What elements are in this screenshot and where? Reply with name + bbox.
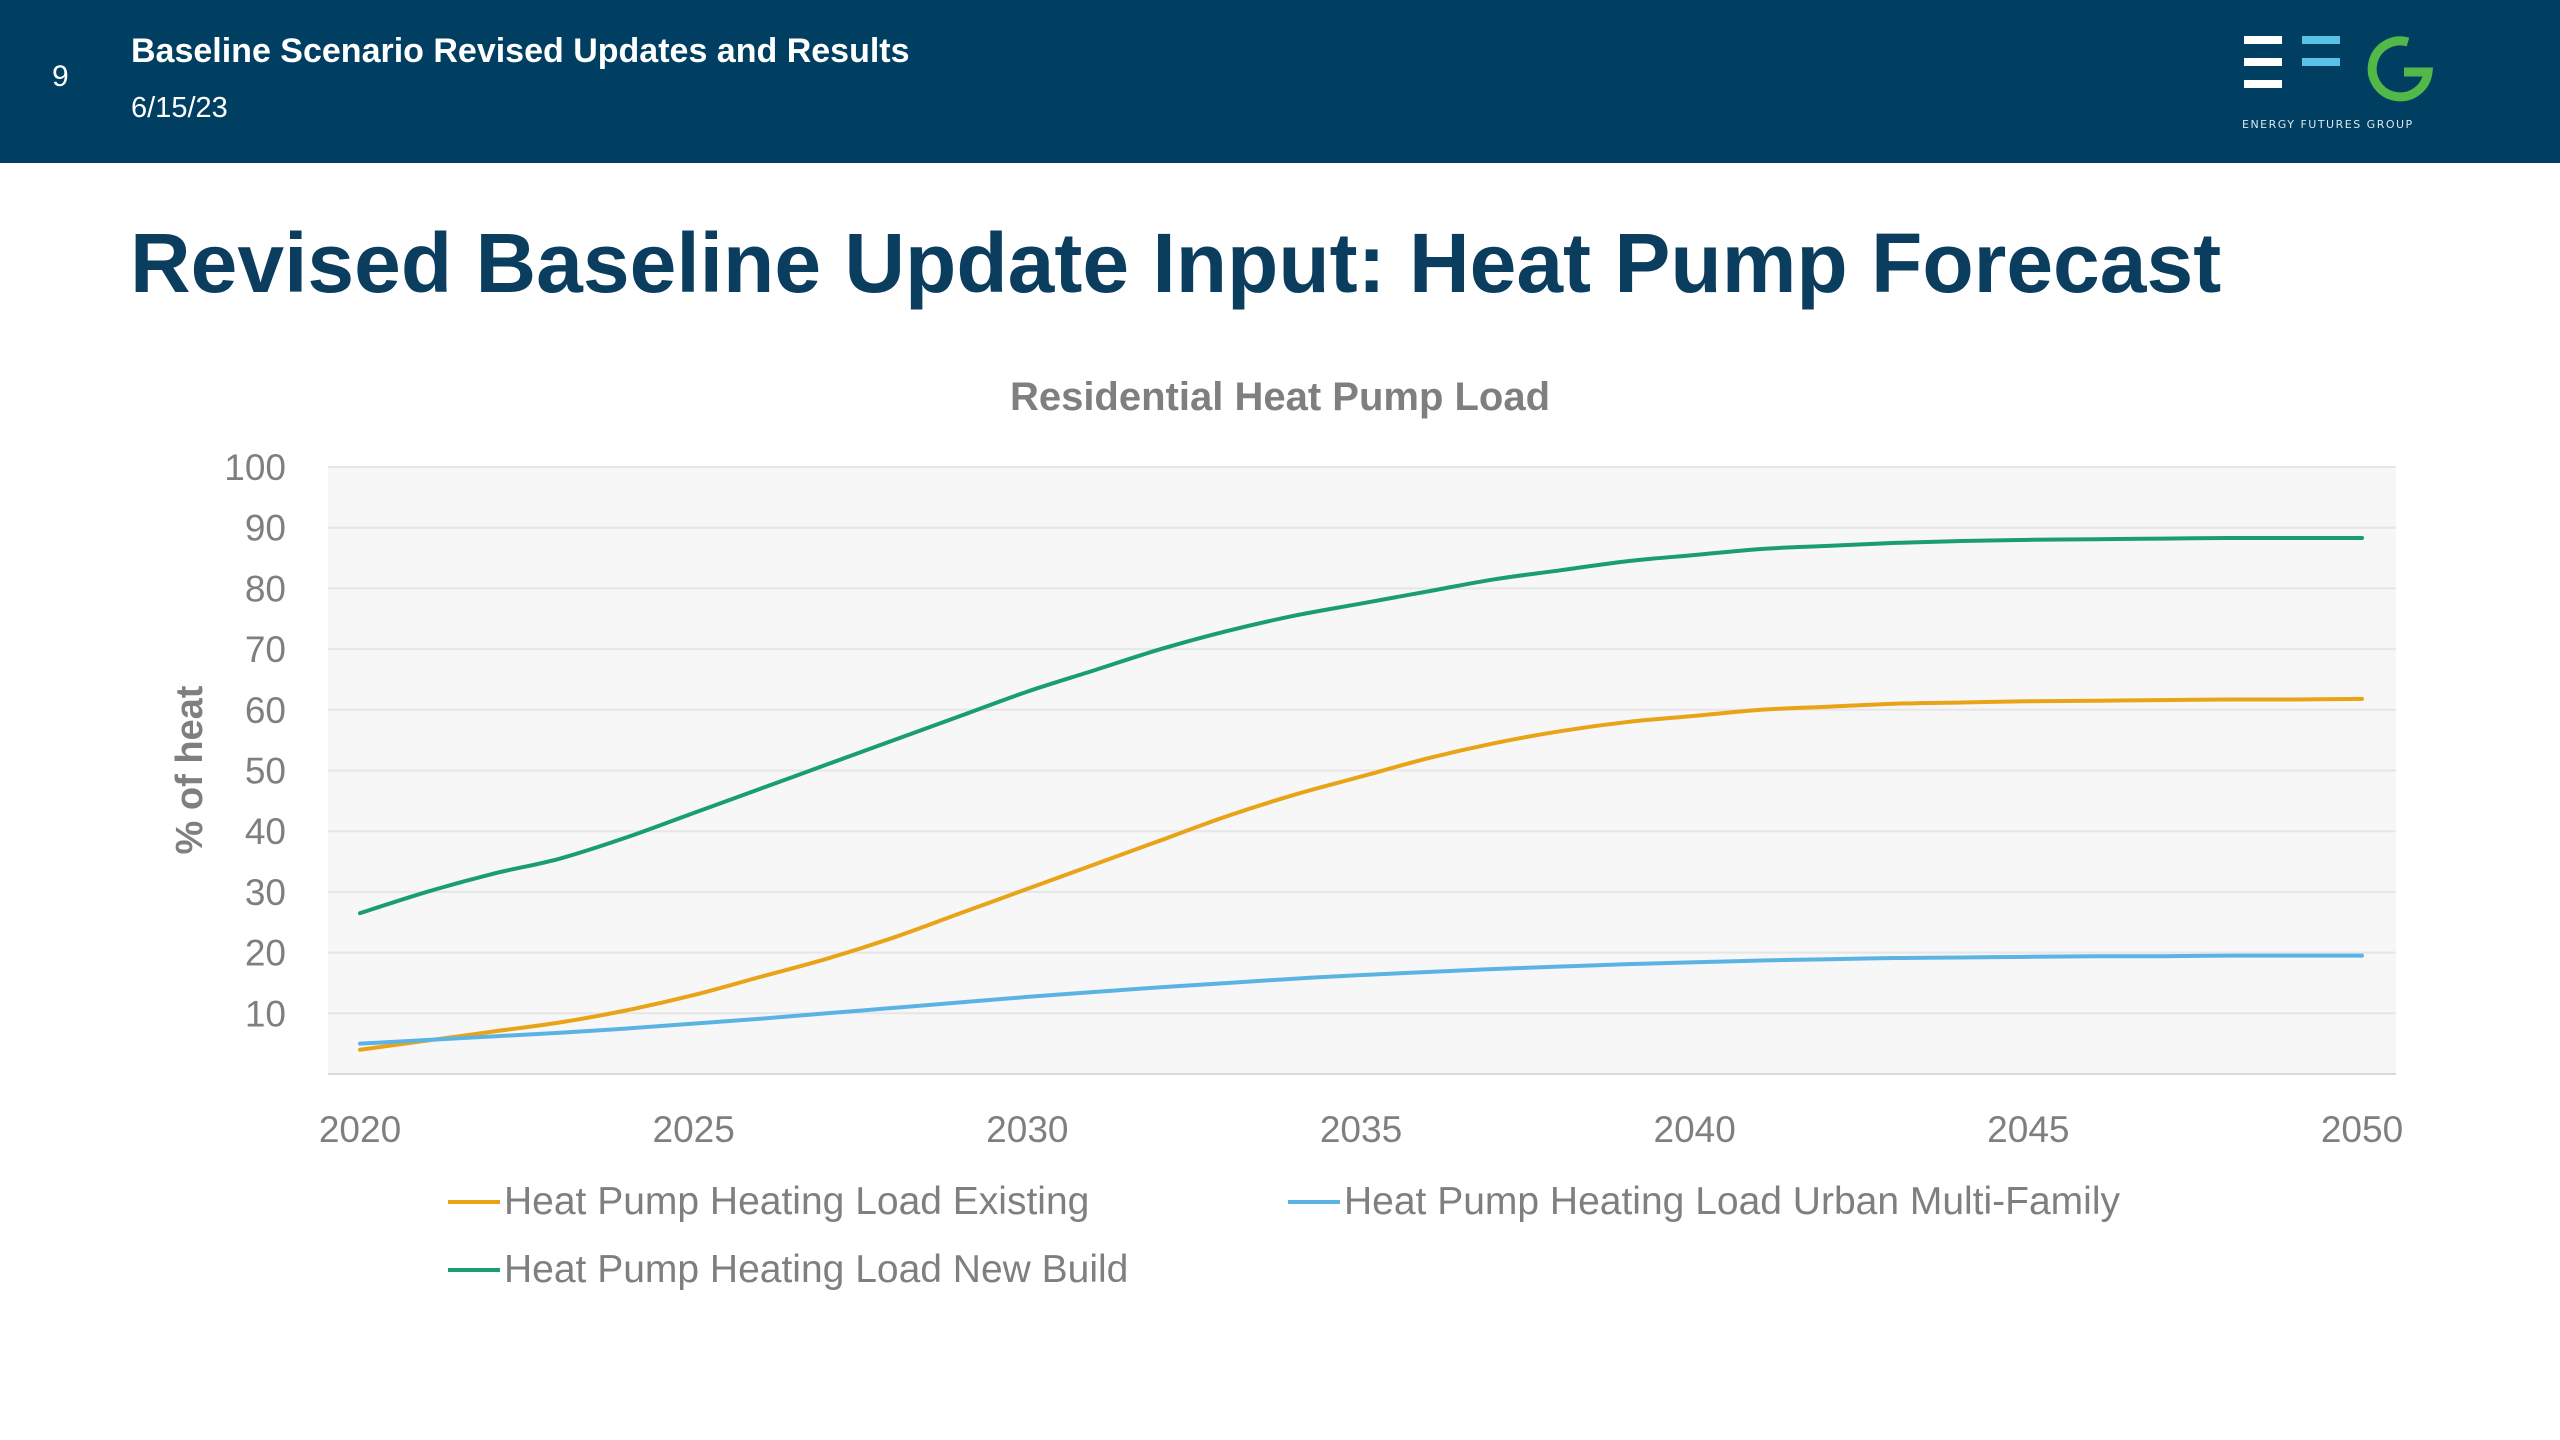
series-line-2 (358, 535, 2364, 916)
gridlines (328, 466, 2396, 1075)
slide-header: 9 Baseline Scenario Revised Updates and … (0, 0, 2560, 163)
legend-swatch-urban-multi-family (1288, 1200, 1340, 1204)
y-tick-label: 30 (245, 872, 286, 913)
y-tick-label: 40 (245, 811, 286, 852)
x-tick-label: 2045 (1987, 1109, 2069, 1150)
legend-item-urban-multi-family: Heat Pump Heating Load Urban Multi-Famil… (1288, 1180, 2120, 1224)
y-tick-label: 20 (245, 933, 286, 974)
chart-title: Residential Heat Pump Load (1010, 375, 1550, 419)
legend-item-new-build: Heat Pump Heating Load New Build (448, 1248, 1128, 1292)
x-tick-label: 2035 (1320, 1109, 1402, 1150)
slide-title: Revised Baseline Update Input: Heat Pump… (130, 216, 2222, 310)
legend-item-existing: Heat Pump Heating Load Existing (448, 1180, 1089, 1224)
page-number: 9 (52, 60, 69, 93)
y-tick-label: 80 (245, 568, 286, 609)
y-axis-ticks: 10 20 30 40 50 60 70 80 90 100 (224, 447, 286, 1034)
y-axis-label: % of heat (169, 685, 211, 854)
legend-swatch-new-build (448, 1268, 500, 1272)
series-lines (358, 535, 2364, 1052)
x-tick-label: 2025 (653, 1109, 735, 1150)
logo-caption: ENERGY FUTURES GROUP (2242, 118, 2414, 131)
y-tick-label: 100 (224, 447, 286, 488)
y-tick-label: 60 (245, 690, 286, 731)
header-date: 6/15/23 (131, 92, 228, 124)
series-line-1 (358, 953, 2364, 1046)
x-tick-label: 2030 (986, 1109, 1068, 1150)
y-tick-label: 70 (245, 629, 286, 670)
x-tick-label: 2050 (2321, 1109, 2403, 1150)
x-tick-label: 2040 (1654, 1109, 1736, 1150)
header-title: Baseline Scenario Revised Updates and Re… (131, 32, 910, 70)
legend-swatch-existing (448, 1200, 500, 1204)
legend-label-existing: Heat Pump Heating Load Existing (504, 1180, 1090, 1223)
legend-label-urban-multi-family: Heat Pump Heating Load Urban Multi-Famil… (1344, 1180, 2121, 1223)
y-tick-label: 10 (245, 993, 286, 1034)
efg-logo-icon (2244, 36, 2434, 102)
y-tick-label: 90 (245, 508, 286, 549)
y-tick-label: 50 (245, 751, 286, 792)
legend-label-new-build: Heat Pump Heating Load New Build (504, 1248, 1129, 1291)
x-axis-ticks: 2020 2025 2030 2035 2040 2045 2050 (319, 1109, 2403, 1150)
x-tick-label: 2020 (319, 1109, 401, 1150)
series-line-0 (358, 696, 2364, 1052)
